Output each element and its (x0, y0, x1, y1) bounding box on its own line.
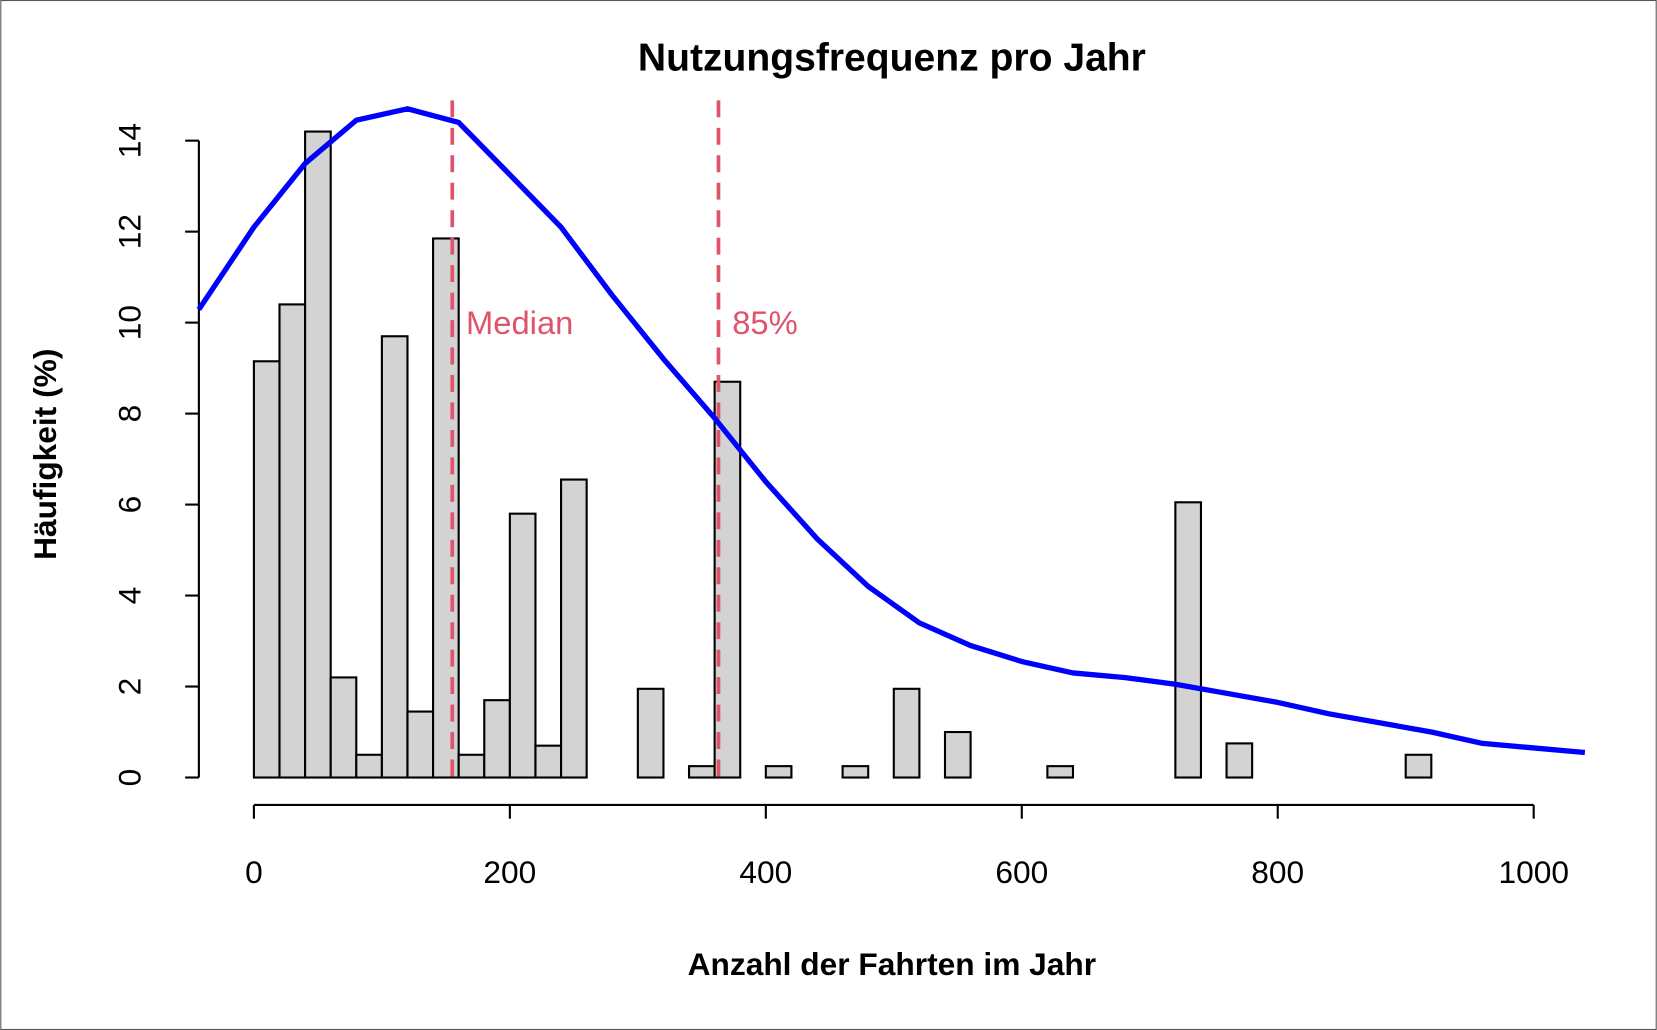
x-tick-label: 600 (995, 854, 1048, 890)
y-tick-label: 0 (112, 769, 148, 787)
reference-label: 85% (732, 304, 798, 341)
bar (892, 687, 921, 779)
x-tick-label: 1000 (1498, 854, 1569, 890)
bar (432, 237, 460, 779)
bar (687, 765, 716, 779)
bar (1404, 753, 1433, 779)
bar (943, 730, 972, 779)
x-axis-label: Anzahl der Fahrten im Jahr (688, 946, 1097, 982)
bar (278, 303, 307, 779)
bar (355, 753, 383, 779)
bar (508, 512, 537, 779)
bar (406, 710, 435, 779)
y-tick-label: 14 (112, 123, 148, 158)
bar (560, 478, 588, 779)
bar (252, 360, 281, 779)
bar (841, 765, 870, 779)
y-tick-label: 2 (112, 678, 148, 696)
x-tick-label: 400 (739, 854, 792, 890)
y-axis-label: Häufigkeit (%) (27, 349, 63, 560)
x-tick-label: 0 (245, 854, 263, 890)
y-tick-label: 8 (112, 405, 148, 423)
bar (304, 130, 332, 779)
bar (636, 687, 665, 779)
bar (1046, 765, 1075, 779)
bar (329, 676, 358, 779)
y-tick-label: 6 (112, 496, 148, 514)
density-line (196, 106, 1586, 756)
y-tick-label: 10 (112, 305, 148, 340)
bar (1225, 742, 1254, 779)
bar (457, 753, 486, 779)
y-tick-label: 12 (112, 214, 148, 249)
chart-title: Nutzungsfrequenz pro Jahr (638, 37, 1146, 80)
x-tick-label: 200 (483, 854, 536, 890)
bar (380, 335, 409, 779)
bar (483, 699, 511, 779)
bar (1174, 501, 1203, 779)
bar (534, 744, 563, 779)
x-tick-label: 800 (1251, 854, 1304, 890)
bar (764, 765, 793, 779)
y-tick-label: 4 (112, 587, 148, 605)
reference-label: Median (466, 304, 573, 341)
